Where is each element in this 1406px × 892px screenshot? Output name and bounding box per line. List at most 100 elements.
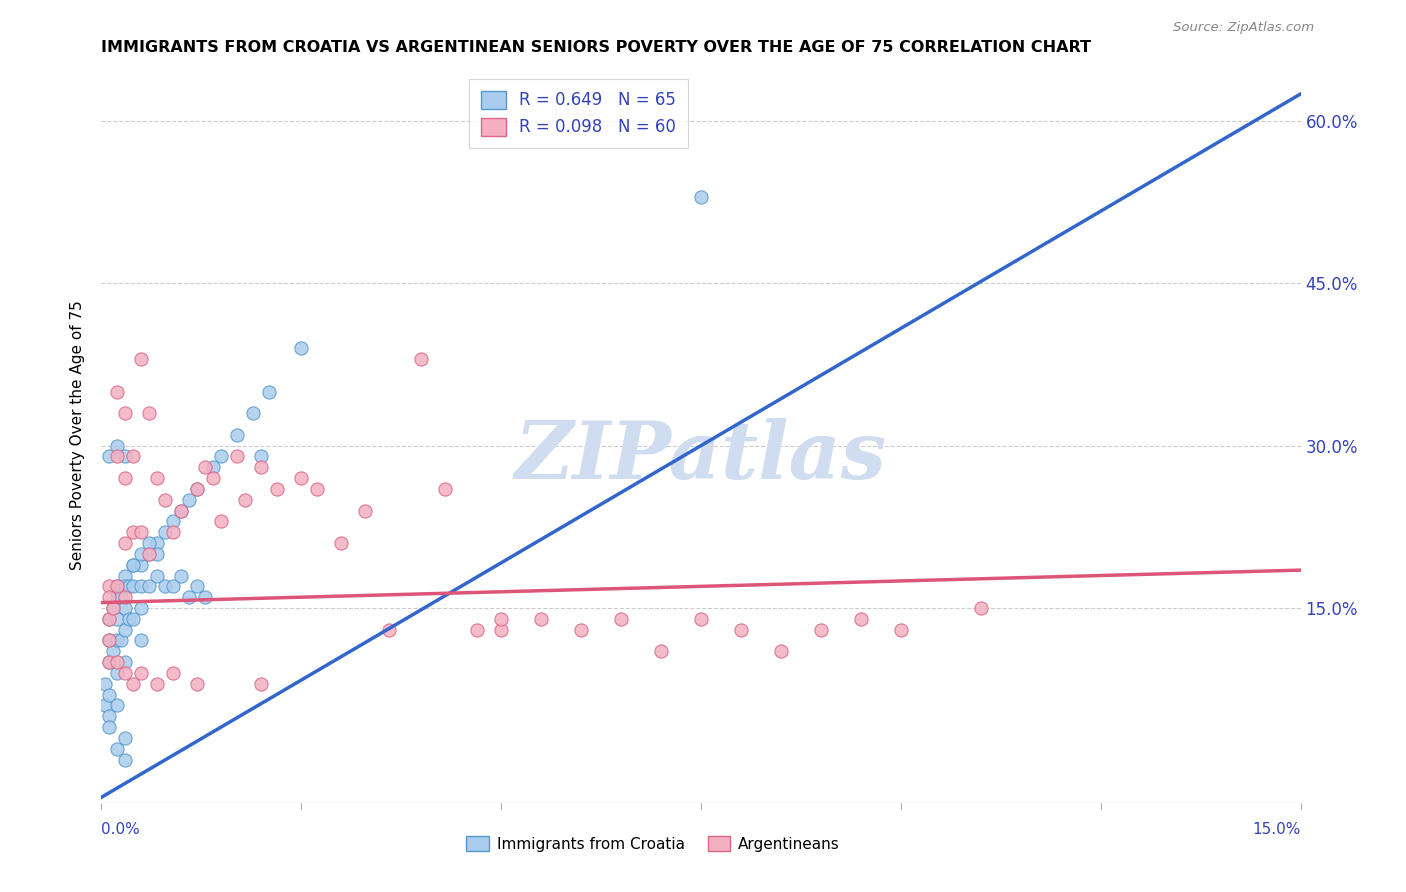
Point bbox=[730, 623, 752, 637]
Point bbox=[138, 547, 160, 561]
Point bbox=[98, 633, 121, 648]
Point bbox=[179, 492, 201, 507]
Point bbox=[290, 341, 312, 355]
Point bbox=[209, 515, 232, 529]
Point bbox=[122, 612, 145, 626]
Point bbox=[103, 601, 125, 615]
Point bbox=[114, 590, 136, 604]
Point bbox=[98, 579, 121, 593]
Point bbox=[105, 384, 128, 399]
Point bbox=[153, 492, 176, 507]
Point bbox=[266, 482, 288, 496]
Point bbox=[122, 558, 145, 572]
Point bbox=[114, 623, 136, 637]
Point bbox=[465, 623, 488, 637]
Point bbox=[194, 460, 217, 475]
Text: ZIPatlas: ZIPatlas bbox=[515, 418, 887, 496]
Point bbox=[105, 741, 128, 756]
Point bbox=[153, 579, 176, 593]
Point bbox=[434, 482, 457, 496]
Point bbox=[129, 665, 152, 680]
Point bbox=[179, 590, 201, 604]
Y-axis label: Seniors Poverty Over the Age of 75: Seniors Poverty Over the Age of 75 bbox=[70, 300, 86, 570]
Text: Source: ZipAtlas.com: Source: ZipAtlas.com bbox=[1174, 21, 1315, 34]
Point bbox=[226, 428, 249, 442]
Point bbox=[105, 579, 128, 593]
Point bbox=[103, 601, 125, 615]
Point bbox=[162, 515, 184, 529]
Point bbox=[689, 612, 711, 626]
Point bbox=[194, 590, 217, 604]
Point bbox=[970, 601, 993, 615]
Point bbox=[98, 633, 121, 648]
Point bbox=[110, 633, 132, 648]
Point bbox=[98, 590, 121, 604]
Point bbox=[105, 665, 128, 680]
Point bbox=[689, 190, 711, 204]
Point bbox=[202, 460, 225, 475]
Point bbox=[103, 644, 125, 658]
Point bbox=[122, 525, 145, 540]
Point bbox=[250, 677, 273, 691]
Point bbox=[769, 644, 792, 658]
Point bbox=[209, 450, 232, 464]
Point bbox=[650, 644, 672, 658]
Text: 0.0%: 0.0% bbox=[101, 822, 141, 837]
Point bbox=[114, 536, 136, 550]
Text: IMMIGRANTS FROM CROATIA VS ARGENTINEAN SENIORS POVERTY OVER THE AGE OF 75 CORREL: IMMIGRANTS FROM CROATIA VS ARGENTINEAN S… bbox=[101, 40, 1091, 55]
Point bbox=[138, 406, 160, 420]
Point bbox=[98, 612, 121, 626]
Point bbox=[162, 665, 184, 680]
Point bbox=[129, 558, 152, 572]
Point bbox=[170, 568, 193, 582]
Point bbox=[118, 579, 141, 593]
Point bbox=[98, 655, 121, 669]
Legend: R = 0.649   N = 65, R = 0.098   N = 60: R = 0.649 N = 65, R = 0.098 N = 60 bbox=[470, 78, 688, 148]
Point bbox=[250, 460, 273, 475]
Point bbox=[186, 677, 208, 691]
Point bbox=[114, 731, 136, 745]
Point bbox=[354, 503, 377, 517]
Point bbox=[98, 450, 121, 464]
Text: 15.0%: 15.0% bbox=[1253, 822, 1301, 837]
Point bbox=[250, 450, 273, 464]
Point bbox=[129, 601, 152, 615]
Point bbox=[114, 579, 136, 593]
Point bbox=[98, 720, 121, 734]
Point bbox=[202, 471, 225, 485]
Point bbox=[489, 612, 512, 626]
Point bbox=[122, 558, 145, 572]
Point bbox=[530, 612, 553, 626]
Point bbox=[330, 536, 353, 550]
Point bbox=[569, 623, 592, 637]
Point bbox=[98, 688, 121, 702]
Point bbox=[849, 612, 872, 626]
Point bbox=[114, 655, 136, 669]
Point bbox=[890, 623, 912, 637]
Point bbox=[138, 579, 160, 593]
Point bbox=[146, 568, 169, 582]
Point bbox=[290, 471, 312, 485]
Point bbox=[162, 579, 184, 593]
Point bbox=[170, 503, 193, 517]
Point bbox=[122, 450, 145, 464]
Point bbox=[810, 623, 832, 637]
Point bbox=[98, 709, 121, 723]
Point bbox=[114, 752, 136, 766]
Point bbox=[489, 623, 512, 637]
Point bbox=[146, 536, 169, 550]
Point bbox=[98, 612, 121, 626]
Point bbox=[105, 612, 128, 626]
Point bbox=[105, 655, 128, 669]
Point bbox=[105, 579, 128, 593]
Point bbox=[114, 471, 136, 485]
Point bbox=[226, 450, 249, 464]
Point bbox=[186, 482, 208, 496]
Point bbox=[105, 450, 128, 464]
Point bbox=[146, 677, 169, 691]
Point bbox=[186, 579, 208, 593]
Point bbox=[307, 482, 329, 496]
Point bbox=[170, 503, 193, 517]
Point bbox=[114, 450, 136, 464]
Point bbox=[129, 579, 152, 593]
